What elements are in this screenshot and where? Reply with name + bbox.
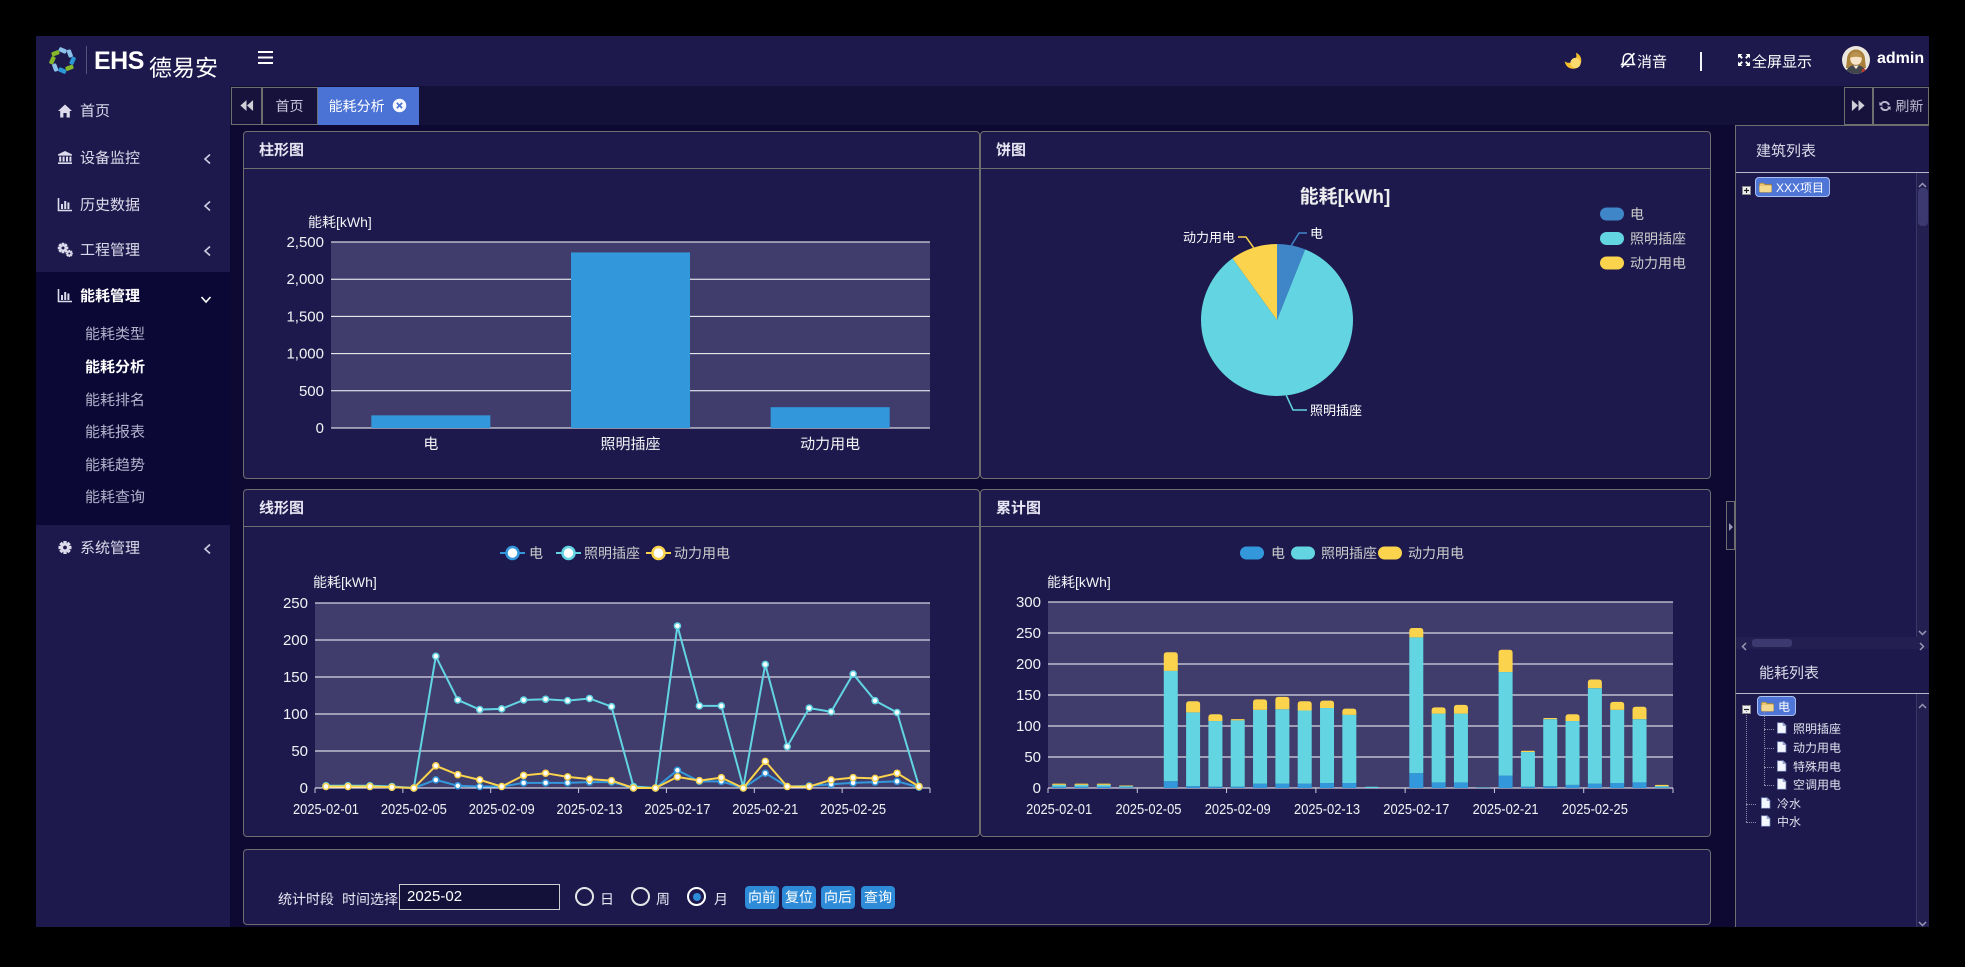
svg-text:2025-02-25: 2025-02-25 — [820, 801, 886, 818]
svg-text:电: 电 — [1271, 545, 1285, 561]
svg-text:2025-02-01: 2025-02-01 — [1026, 801, 1092, 818]
svg-text:2025-02-13: 2025-02-13 — [1294, 801, 1360, 818]
svg-text:2025-02-21: 2025-02-21 — [732, 801, 798, 818]
svg-text:0: 0 — [316, 420, 324, 437]
svg-text:0: 0 — [300, 780, 308, 797]
svg-text:50: 50 — [1024, 749, 1041, 766]
svg-text:2025-02-05: 2025-02-05 — [381, 801, 447, 818]
svg-text:200: 200 — [283, 632, 308, 649]
svg-text:2025-02-17: 2025-02-17 — [644, 801, 710, 818]
svg-text:1,500: 1,500 — [286, 308, 324, 325]
svg-text:照明插座: 照明插座 — [1321, 545, 1377, 561]
svg-text:电: 电 — [1630, 206, 1644, 222]
svg-text:动力用电: 动力用电 — [1630, 255, 1686, 271]
svg-text:1,000: 1,000 — [286, 346, 324, 363]
svg-text:能耗[kWh]: 能耗[kWh] — [1047, 574, 1111, 590]
svg-text:2025-02-09: 2025-02-09 — [1205, 801, 1271, 818]
svg-text:2,000: 2,000 — [286, 271, 324, 288]
svg-text:动力用电: 动力用电 — [1183, 230, 1235, 245]
svg-text:动力用电: 动力用电 — [1408, 545, 1464, 561]
svg-text:2025-02-01: 2025-02-01 — [293, 801, 359, 818]
svg-text:100: 100 — [1016, 718, 1041, 735]
svg-text:电: 电 — [1310, 226, 1323, 241]
svg-text:照明插座: 照明插座 — [1630, 231, 1686, 247]
svg-text:2025-02-25: 2025-02-25 — [1562, 801, 1628, 818]
svg-text:2025-02-05: 2025-02-05 — [1115, 801, 1181, 818]
svg-text:2,500: 2,500 — [286, 234, 324, 251]
svg-text:500: 500 — [299, 383, 324, 400]
svg-text:250: 250 — [283, 595, 308, 612]
svg-text:150: 150 — [283, 669, 308, 686]
svg-text:能耗[kWh]: 能耗[kWh] — [313, 574, 377, 590]
svg-text:动力用电: 动力用电 — [674, 545, 730, 561]
svg-text:2025-02-13: 2025-02-13 — [557, 801, 623, 818]
svg-text:电: 电 — [423, 436, 438, 453]
svg-text:200: 200 — [1016, 656, 1041, 673]
svg-text:电: 电 — [529, 545, 543, 561]
svg-text:2025-02-21: 2025-02-21 — [1473, 801, 1539, 818]
svg-text:100: 100 — [283, 706, 308, 723]
svg-text:250: 250 — [1016, 625, 1041, 642]
svg-text:能耗[kWh]: 能耗[kWh] — [308, 214, 372, 230]
svg-text:50: 50 — [291, 743, 308, 760]
svg-text:照明插座: 照明插座 — [1310, 403, 1362, 418]
svg-text:300: 300 — [1016, 594, 1041, 611]
svg-text:150: 150 — [1016, 687, 1041, 704]
svg-text:2025-02-09: 2025-02-09 — [469, 801, 535, 818]
svg-text:0: 0 — [1033, 780, 1041, 797]
svg-text:照明插座: 照明插座 — [584, 545, 640, 561]
svg-text:动力用电: 动力用电 — [800, 436, 860, 453]
svg-text:能耗[kWh]: 能耗[kWh] — [1300, 186, 1391, 208]
svg-text:照明插座: 照明插座 — [600, 436, 660, 453]
svg-text:2025-02-17: 2025-02-17 — [1383, 801, 1449, 818]
